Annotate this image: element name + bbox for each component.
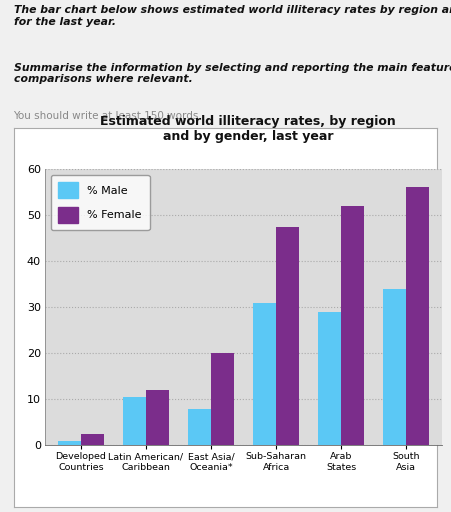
Bar	[123, 397, 146, 445]
Bar	[341, 206, 364, 445]
Bar	[146, 390, 169, 445]
Bar	[383, 289, 406, 445]
Bar	[406, 187, 429, 445]
Bar	[318, 312, 341, 445]
Bar	[276, 226, 299, 445]
Bar	[188, 409, 211, 445]
Bar	[211, 353, 234, 445]
Bar	[253, 303, 276, 445]
Legend: % Male, % Female: % Male, % Female	[51, 175, 150, 230]
Text: The bar chart below shows estimated world illiteracy rates by region and by gend: The bar chart below shows estimated worl…	[14, 5, 451, 27]
Bar	[81, 434, 104, 445]
Bar	[58, 441, 81, 445]
Text: Estimated world illiteracy rates, by region
and by gender, last year: Estimated world illiteracy rates, by reg…	[100, 115, 396, 143]
Text: Summarise the information by selecting and reporting the main features, and make: Summarise the information by selecting a…	[14, 63, 451, 84]
Text: You should write at least 150 words.: You should write at least 150 words.	[14, 111, 202, 121]
